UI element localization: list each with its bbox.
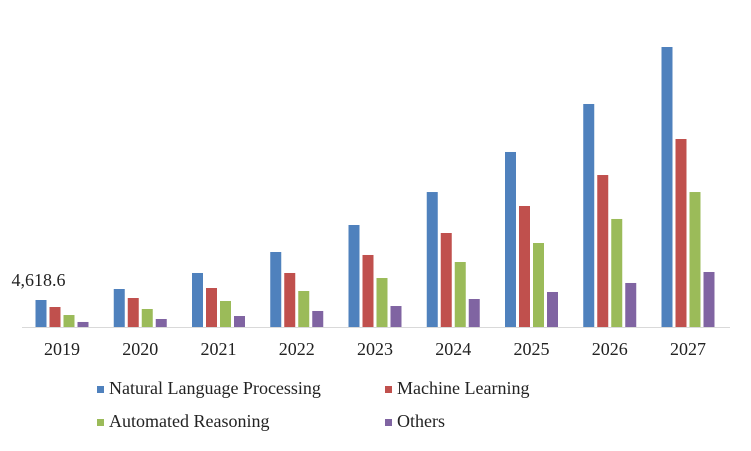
bar bbox=[284, 272, 296, 327]
bar bbox=[77, 321, 89, 327]
bar bbox=[505, 151, 516, 327]
bar bbox=[362, 254, 374, 327]
legend-swatch bbox=[385, 386, 392, 393]
bar bbox=[440, 233, 452, 327]
bar bbox=[35, 300, 47, 327]
bar bbox=[519, 205, 530, 327]
x-tick-label: 2019 bbox=[44, 339, 80, 359]
bar bbox=[234, 316, 245, 327]
bar bbox=[220, 300, 231, 327]
bar bbox=[533, 243, 544, 327]
legend-swatch bbox=[385, 419, 392, 426]
bar bbox=[390, 306, 402, 327]
x-tick-label: 2021 bbox=[201, 339, 237, 359]
legend-label: Others bbox=[397, 411, 445, 431]
legend-swatch bbox=[97, 386, 104, 393]
bar bbox=[583, 103, 595, 327]
bar bbox=[454, 261, 466, 327]
bar bbox=[113, 289, 125, 327]
bar bbox=[298, 290, 310, 327]
x-tick-label: 2024 bbox=[435, 339, 471, 359]
bar bbox=[675, 139, 687, 327]
bar bbox=[689, 192, 701, 327]
x-tick-label: 2026 bbox=[592, 339, 628, 359]
legend-swatch bbox=[97, 419, 104, 426]
data-label: 4,618.6 bbox=[12, 270, 66, 290]
bar bbox=[270, 252, 282, 327]
bar bbox=[611, 218, 623, 327]
legend-label: Natural Language Processing bbox=[109, 378, 321, 398]
bar bbox=[348, 224, 360, 327]
bar bbox=[312, 310, 324, 327]
x-tick-label: 2020 bbox=[122, 339, 158, 359]
legend-label: Machine Learning bbox=[397, 378, 529, 398]
bar bbox=[703, 271, 715, 327]
bar bbox=[625, 282, 637, 327]
bar bbox=[597, 175, 609, 327]
bar bbox=[426, 192, 438, 327]
bar bbox=[468, 299, 480, 327]
bar bbox=[376, 278, 388, 327]
bar bbox=[155, 318, 167, 327]
x-tick-label: 2027 bbox=[670, 339, 706, 359]
bar bbox=[661, 47, 673, 327]
bar bbox=[49, 307, 61, 327]
legend-label: Automated Reasoning bbox=[109, 411, 269, 431]
x-tick-label: 2022 bbox=[279, 339, 315, 359]
bar bbox=[141, 308, 153, 327]
x-tick-label: 2023 bbox=[357, 339, 393, 359]
bar bbox=[63, 315, 75, 327]
bar bbox=[192, 272, 203, 327]
x-tick-label: 2025 bbox=[514, 339, 550, 359]
bar bbox=[206, 288, 217, 327]
bar bbox=[547, 291, 558, 327]
bar bbox=[127, 298, 139, 327]
